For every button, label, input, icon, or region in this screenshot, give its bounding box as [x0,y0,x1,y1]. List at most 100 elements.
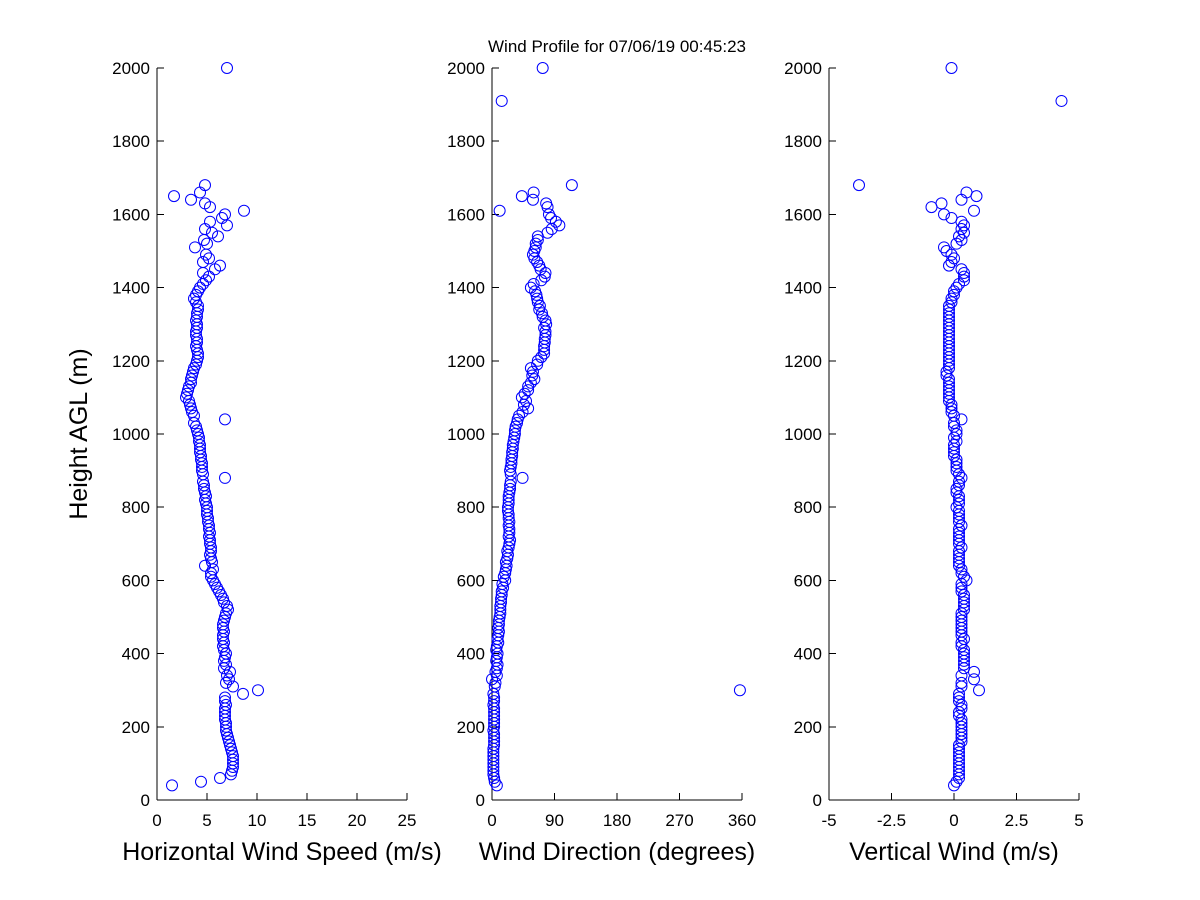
data-point [953,493,965,506]
data-point [513,409,526,422]
x-tick-label: 10 [248,811,267,830]
data-point [219,413,231,426]
data-point [950,775,963,788]
data-point [853,179,865,192]
y-tick-label: 0 [476,791,485,810]
data-point [495,94,508,107]
data-point [958,226,970,239]
data-point [953,695,965,708]
data-point [943,299,955,312]
data-point [945,296,958,309]
data-point [958,647,970,660]
y-tick-label: 200 [122,718,150,737]
y-axis-label: Height AGL (m) [65,348,93,519]
y-tick-label: 200 [457,718,485,737]
y-tick-label: 800 [457,498,485,517]
y-tick-label: 800 [122,498,150,517]
y-tick-label: 0 [813,791,822,810]
data-point [943,376,955,389]
data-point [203,252,215,265]
data-point [539,314,552,327]
y-tick-label: 1600 [784,205,822,224]
data-point [237,687,249,700]
data-point [192,303,204,316]
data-point [953,512,965,525]
data-point [212,230,224,243]
data-point [958,596,970,609]
data-point [185,193,197,206]
y-tick-label: 800 [794,498,822,517]
data-point [955,717,968,730]
data-point [216,212,228,225]
data-point [540,197,553,210]
data-point [955,607,968,620]
data-point [955,611,968,623]
data-point [536,310,549,323]
x-tick-label: 360 [728,811,756,830]
y-tick-label: 400 [122,645,150,664]
x-tick-label: 0 [949,811,958,830]
data-point [955,567,968,580]
data-point [565,179,578,192]
data-point [527,277,540,290]
y-tick-label: 0 [141,791,150,810]
data-point [511,417,523,430]
data-point [953,552,965,565]
data-point [531,292,544,305]
data-point [950,460,963,473]
data-point [219,208,231,221]
data-point [940,369,953,382]
data-point [542,208,555,221]
data-point [950,482,963,495]
data-point [955,676,968,689]
y-tick-label: 1400 [112,279,150,298]
data-point [504,482,517,495]
data-point [955,223,968,236]
data-point [201,237,213,250]
data-point [516,471,529,484]
data-point [935,197,948,210]
x-tick-label: 15 [298,811,317,830]
data-point [948,438,960,451]
data-point [948,288,960,301]
data-point [973,684,985,697]
data-point [953,691,965,704]
data-point [1055,94,1068,107]
data-point [958,274,970,287]
y-tick-label: 1800 [784,132,822,151]
data-point [955,698,968,711]
data-point [199,197,211,210]
data-point [538,270,551,283]
x-tick-label: 5 [1074,811,1083,830]
data-point [227,680,239,693]
y-tick-label: 1800 [447,132,485,151]
data-point [522,402,535,415]
data-point [204,215,216,228]
data-point [733,684,746,697]
y-tick-label: 1400 [447,279,485,298]
y-tick-label: 400 [794,645,822,664]
y-tick-label: 1600 [112,205,150,224]
data-point [518,387,531,400]
data-point [958,589,970,602]
y-tick-label: 1400 [784,279,822,298]
data-point [214,259,226,272]
data-point [943,303,955,316]
data-point [496,578,509,591]
data-point [527,186,540,199]
y-tick-label: 1600 [447,205,485,224]
data-point [955,669,968,682]
y-tick-label: 1000 [447,425,485,444]
data-point [168,190,180,203]
data-point [508,424,521,437]
data-point [220,676,232,689]
y-tick-label: 1200 [447,352,485,371]
y-tick-label: 600 [457,571,485,590]
data-point [950,428,963,440]
data-point [945,292,958,305]
y-tick-label: 1200 [784,352,822,371]
panel-horizontal-wind-speed: 0 200 400 600 800 1000 1200 1400 1600 1800 2000 0 5 1… [112,59,442,866]
data-point [955,519,968,532]
x-tick-label: 25 [398,811,417,830]
data-point [524,281,537,294]
